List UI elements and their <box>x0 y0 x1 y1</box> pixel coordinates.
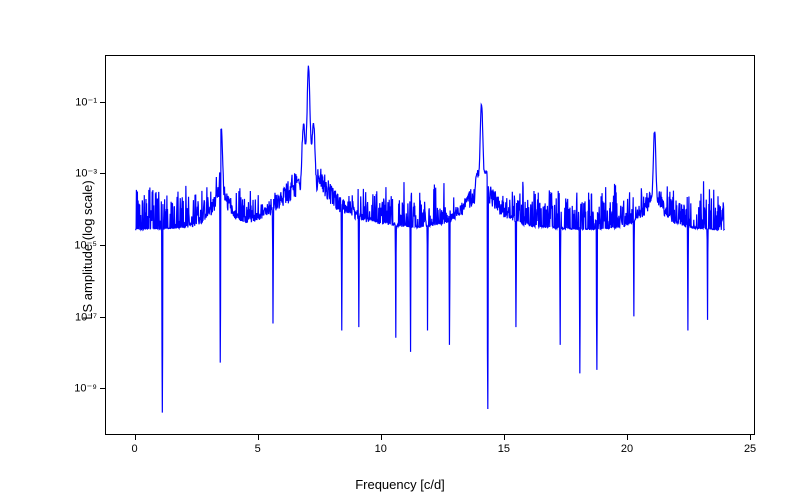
x-tick-label: 5 <box>255 443 261 455</box>
y-tick <box>100 317 105 318</box>
y-tick-label: 10⁻³ <box>75 167 97 180</box>
y-tick-label: 10⁻⁵ <box>74 239 97 252</box>
x-tick-label: 25 <box>744 443 756 455</box>
periodogram-chart: Frequency [c/d] LS amplitude (log scale)… <box>0 0 800 500</box>
y-tick-label: 10⁻¹ <box>75 95 97 108</box>
x-tick <box>504 435 505 440</box>
y-tick-label: 10⁻⁹ <box>74 382 97 395</box>
y-tick-label: 10⁻⁷ <box>75 310 97 323</box>
x-tick <box>381 435 382 440</box>
spectrum-path <box>135 66 724 413</box>
spectrum-line <box>106 56 754 434</box>
x-tick-label: 10 <box>375 443 387 455</box>
x-tick <box>627 435 628 440</box>
y-tick <box>100 173 105 174</box>
x-tick-label: 15 <box>498 443 510 455</box>
plot-area <box>105 55 755 435</box>
y-tick <box>100 245 105 246</box>
x-axis-label: Frequency [c/d] <box>355 477 445 492</box>
y-tick <box>100 388 105 389</box>
x-tick-label: 0 <box>131 443 137 455</box>
y-tick <box>100 102 105 103</box>
x-tick <box>135 435 136 440</box>
x-tick-label: 20 <box>621 443 633 455</box>
x-tick <box>750 435 751 440</box>
x-tick <box>258 435 259 440</box>
